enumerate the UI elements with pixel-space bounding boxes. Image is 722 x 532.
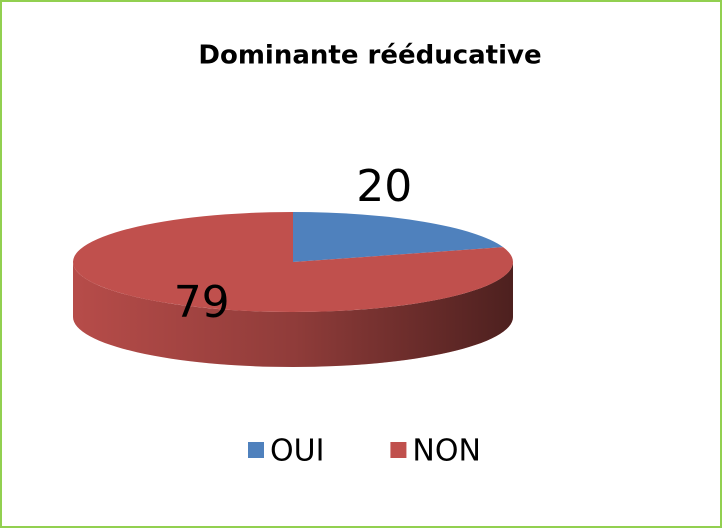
pie-slice (72, 212, 514, 312)
legend-swatch (390, 442, 407, 458)
legend-swatch (248, 442, 264, 458)
pie-side-shade (73, 262, 513, 367)
chart-title: Dominante rééducative (198, 41, 541, 71)
data-label: 20 (356, 161, 412, 212)
pie-slice (293, 212, 504, 262)
legend: OUI NON (248, 434, 481, 469)
legend-label: OUI (270, 434, 324, 469)
data-label: 79 (174, 277, 230, 328)
legend-label: NON (412, 434, 481, 469)
